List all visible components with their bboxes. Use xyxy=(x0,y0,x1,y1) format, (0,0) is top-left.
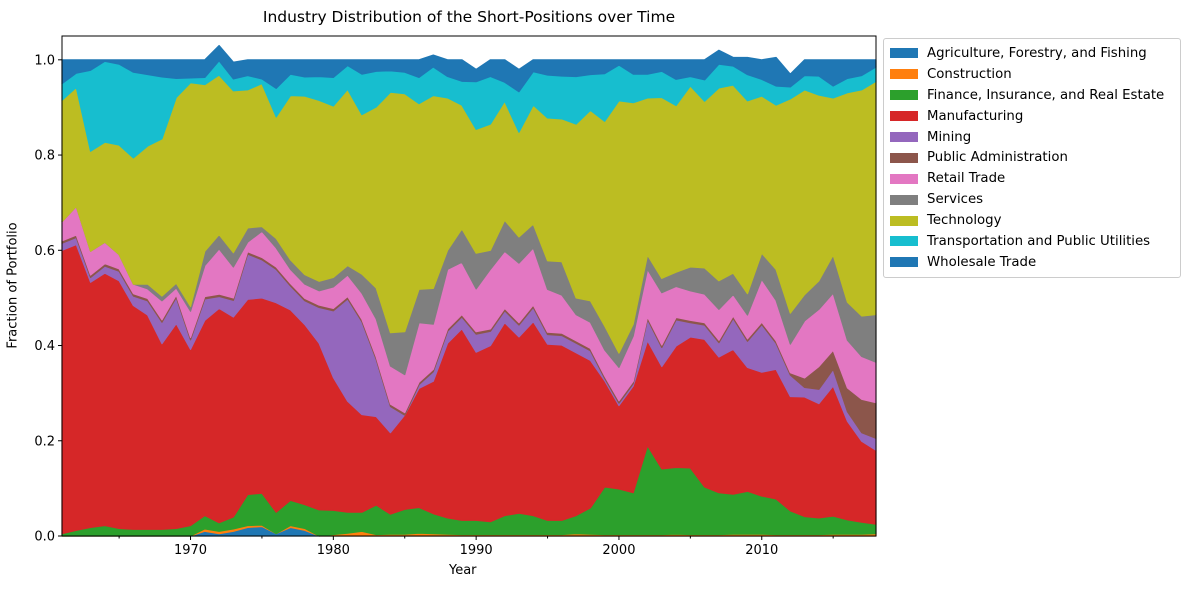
legend-swatch xyxy=(890,257,918,268)
x-tick-label: 1970 xyxy=(174,543,207,558)
legend-swatch xyxy=(890,173,918,184)
legend-swatch xyxy=(890,111,918,122)
y-tick-label: 1.0 xyxy=(34,53,55,68)
x-axis-ticks: 1970 1980 1990 2000 2010 xyxy=(118,536,834,558)
legend-swatch xyxy=(890,236,918,247)
legend-label: Construction xyxy=(927,66,1012,82)
x-tick-label: 1980 xyxy=(317,543,350,558)
legend-entry: Construction xyxy=(884,64,1180,85)
legend-label: Public Administration xyxy=(927,150,1068,166)
legend-swatch xyxy=(890,152,918,163)
legend-label: Retail Trade xyxy=(927,171,1006,187)
legend-swatch xyxy=(890,194,918,205)
plot-frame xyxy=(61,35,877,537)
legend-label: Technology xyxy=(927,213,1002,229)
y-tick-label: 0.2 xyxy=(34,434,55,449)
legend-label: Agriculture, Forestry, and Fishing xyxy=(927,45,1147,61)
legend-label: Transportation and Public Utilities xyxy=(927,233,1151,249)
y-tick-label: 0.6 xyxy=(34,244,55,259)
y-tick-label: 0.0 xyxy=(34,530,55,545)
legend-swatch xyxy=(890,215,918,226)
legend-entry: Finance, Insurance, and Real Estate xyxy=(884,85,1180,106)
legend-label: Wholesale Trade xyxy=(927,254,1037,270)
legend-entry: Technology xyxy=(884,210,1180,231)
legend-swatch xyxy=(890,69,918,80)
legend-label: Services xyxy=(927,192,984,208)
legend-entry: Public Administration xyxy=(884,147,1180,168)
legend-entry: Manufacturing xyxy=(884,106,1180,127)
legend-label: Finance, Insurance, and Real Estate xyxy=(927,87,1165,103)
legend-entry: Retail Trade xyxy=(884,168,1180,189)
x-axis-label: Year xyxy=(449,563,477,578)
y-axis-label: Fraction of Portfolio xyxy=(5,222,21,349)
legend-entry: Agriculture, Forestry, and Fishing xyxy=(884,43,1180,64)
stacked-areas xyxy=(61,44,877,537)
legend-swatch xyxy=(890,48,918,59)
legend-entry: Wholesale Trade xyxy=(884,252,1180,273)
legend: Agriculture, Forestry, and Fishing Constr… xyxy=(883,38,1181,278)
legend-label: Mining xyxy=(927,129,972,145)
x-tick-label: 2000 xyxy=(602,543,635,558)
legend-swatch xyxy=(890,132,918,142)
y-axis-ticks: 0.0 0.2 0.4 0.6 0.8 1.0 xyxy=(34,53,62,545)
x-tick-label: 2010 xyxy=(745,543,778,558)
x-tick-label: 1990 xyxy=(460,543,493,558)
legend-swatch xyxy=(890,90,918,101)
chart-title: Industry Distribution of the Short-Posit… xyxy=(262,8,676,26)
legend-entry: Transportation and Public Utilities xyxy=(884,231,1180,252)
y-tick-label: 0.8 xyxy=(34,149,55,164)
legend-entry: Mining xyxy=(884,127,1180,148)
y-tick-label: 0.4 xyxy=(34,339,55,354)
legend-entry: Services xyxy=(884,189,1180,210)
legend-label: Manufacturing xyxy=(927,108,1024,124)
